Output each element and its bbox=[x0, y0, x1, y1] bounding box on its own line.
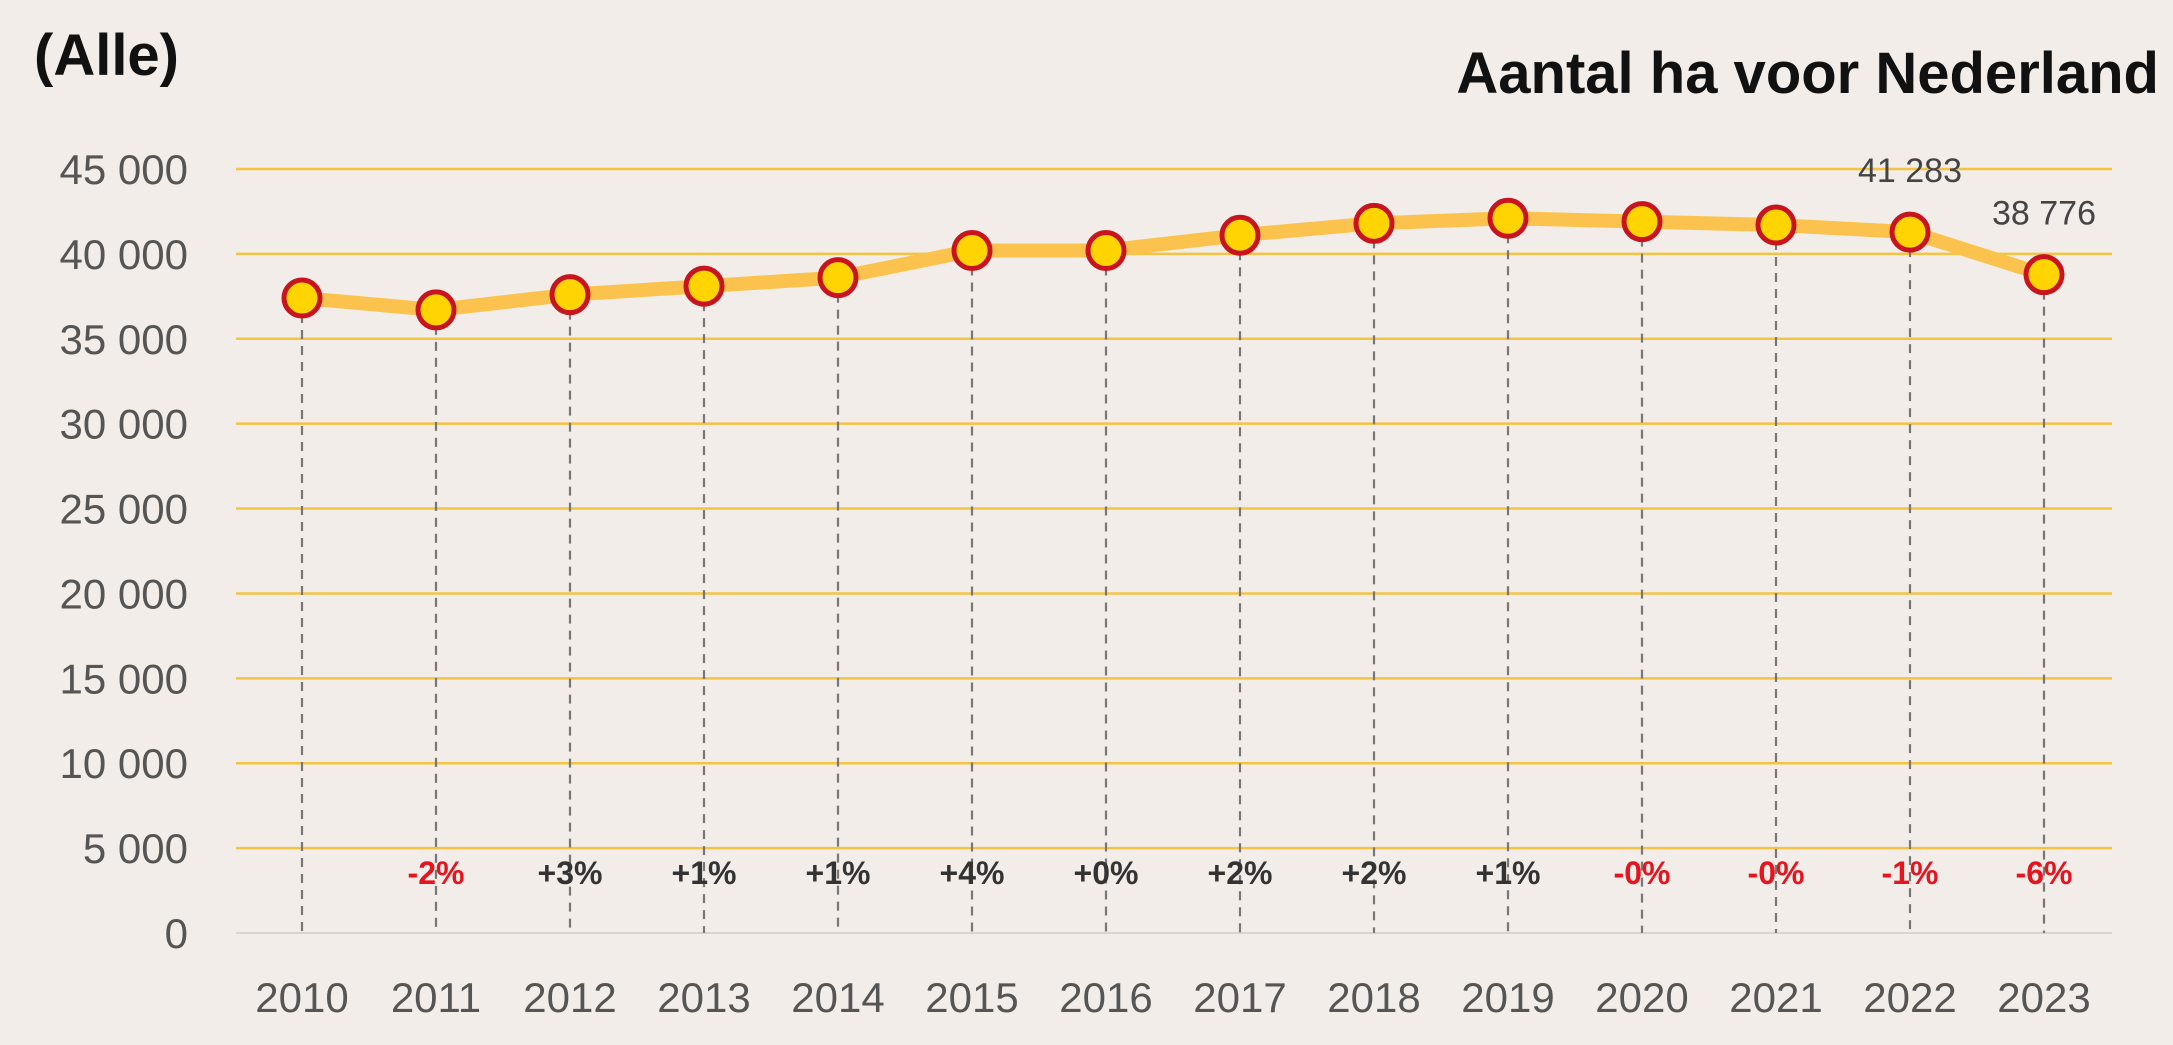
y-tick-label: 15 000 bbox=[60, 655, 188, 702]
chart-title: Aantal ha voor Nederland bbox=[1456, 41, 2159, 106]
y-tick-label: 30 000 bbox=[60, 401, 188, 448]
x-tick-label: 2010 bbox=[255, 974, 348, 1021]
change-label: +1% bbox=[1476, 855, 1541, 891]
data-point bbox=[1755, 204, 1797, 246]
change-label: -0% bbox=[1748, 855, 1805, 891]
y-tick-label: 20 000 bbox=[60, 570, 188, 617]
data-point bbox=[817, 257, 859, 299]
data-label: 38 776 bbox=[1992, 195, 2096, 233]
y-tick-label: 25 000 bbox=[60, 486, 188, 533]
x-tick-label: 2013 bbox=[657, 974, 750, 1021]
x-tick-label: 2014 bbox=[791, 974, 884, 1021]
x-tick-label: 2017 bbox=[1193, 974, 1286, 1021]
data-point bbox=[281, 277, 323, 319]
change-label: -2% bbox=[408, 855, 465, 891]
y-tick-label: 40 000 bbox=[60, 231, 188, 278]
data-point bbox=[549, 274, 591, 316]
change-label: +1% bbox=[672, 855, 737, 891]
change-label: +3% bbox=[538, 855, 603, 891]
x-tick-label: 2016 bbox=[1059, 974, 1152, 1021]
change-label: +1% bbox=[806, 855, 871, 891]
x-tick-label: 2015 bbox=[925, 974, 1018, 1021]
x-tick-label: 2020 bbox=[1595, 974, 1688, 1021]
x-tick-label: 2022 bbox=[1863, 974, 1956, 1021]
change-label: +2% bbox=[1342, 855, 1407, 891]
change-label: -0% bbox=[1614, 855, 1671, 891]
data-point bbox=[1353, 202, 1395, 244]
data-point bbox=[1085, 229, 1127, 271]
x-tick-label: 2011 bbox=[391, 974, 481, 1021]
x-tick-label: 2018 bbox=[1327, 974, 1420, 1021]
x-tick-label: 2012 bbox=[523, 974, 616, 1021]
change-label: +4% bbox=[940, 855, 1005, 891]
x-tick-label: 2021 bbox=[1729, 974, 1822, 1021]
series-line bbox=[295, 211, 2051, 317]
y-tick-label: 5 000 bbox=[83, 825, 188, 872]
data-point bbox=[2023, 254, 2065, 296]
data-point bbox=[951, 229, 993, 271]
data-point bbox=[1219, 214, 1261, 256]
filter-label[interactable]: (Alle) bbox=[34, 23, 179, 88]
change-label: +0% bbox=[1074, 855, 1139, 891]
x-tick-label: 2019 bbox=[1461, 974, 1554, 1021]
data-point bbox=[1889, 211, 1931, 253]
data-label: 41 283 bbox=[1858, 152, 1962, 190]
change-label: -6% bbox=[2016, 855, 2073, 891]
data-point bbox=[1621, 201, 1663, 243]
y-tick-label: 35 000 bbox=[60, 316, 188, 363]
change-label: -1% bbox=[1882, 855, 1939, 891]
change-label: +2% bbox=[1208, 855, 1273, 891]
y-tick-label: 10 000 bbox=[60, 740, 188, 787]
data-point bbox=[683, 265, 725, 307]
x-tick-label: 2023 bbox=[1997, 974, 2090, 1021]
y-tick-label: 0 bbox=[165, 910, 188, 957]
y-tick-label: 45 000 bbox=[60, 146, 188, 193]
data-point bbox=[1487, 197, 1529, 239]
data-point bbox=[415, 289, 457, 331]
